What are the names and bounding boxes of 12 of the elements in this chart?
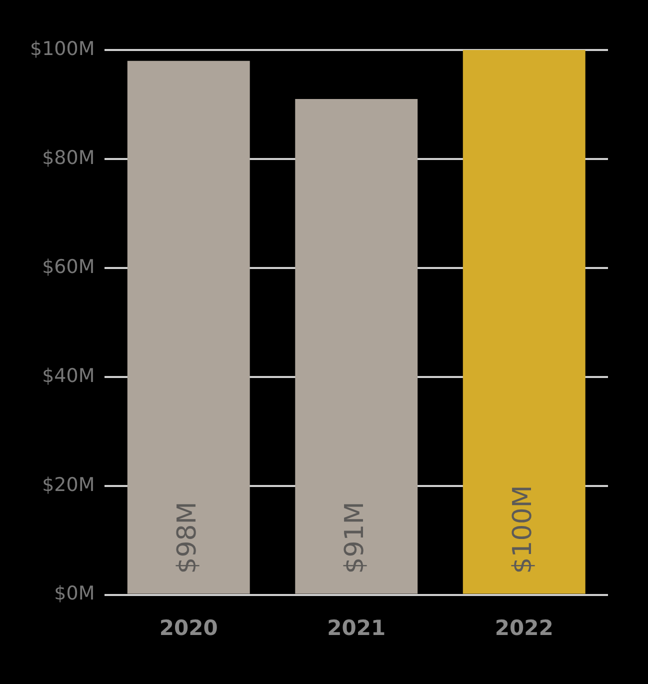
x-tick-label: 2021	[327, 616, 386, 640]
data-label: $100M	[508, 485, 538, 574]
data-label: $98M	[172, 502, 202, 574]
y-tick-label: $20M	[42, 474, 95, 496]
y-tick-label: $100M	[30, 38, 95, 60]
data-label: $91M	[340, 502, 370, 574]
x-tick-label: 2022	[494, 616, 554, 640]
y-tick-label: $40M	[42, 364, 95, 387]
y-tick-label: $0M	[54, 582, 95, 605]
y-tick-label: $60M	[42, 256, 95, 278]
x-tick-label: 2020	[159, 616, 218, 640]
y-tick-label: $80M	[42, 146, 95, 169]
